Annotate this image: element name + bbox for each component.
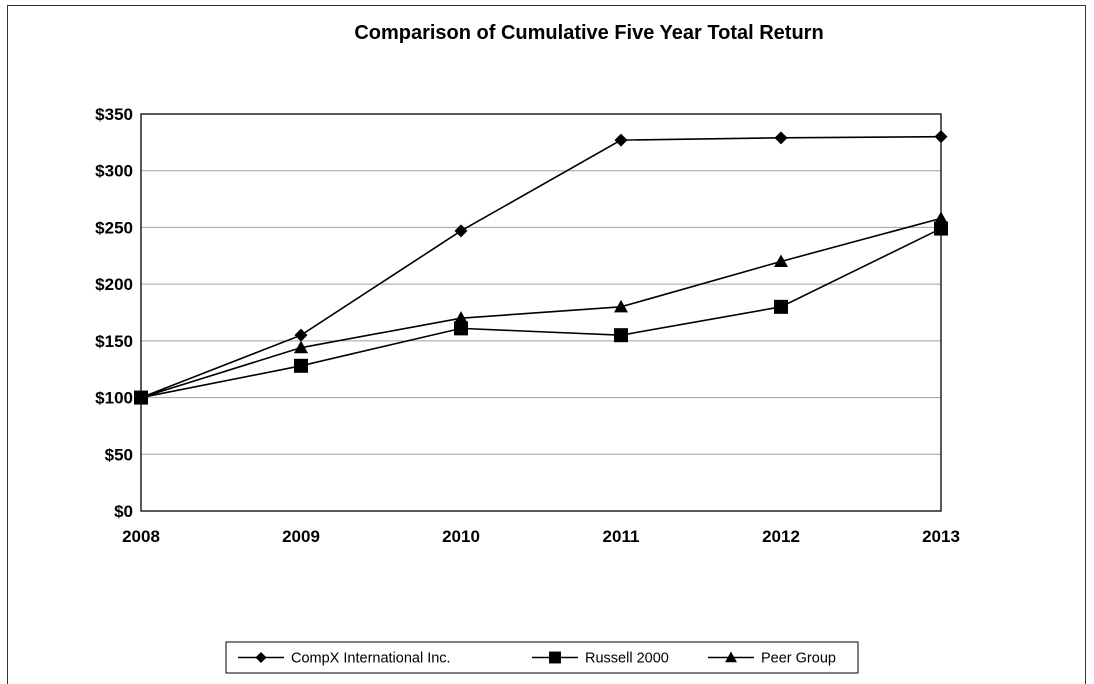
- legend: CompX International Inc. Russell 2000 Peer…: [225, 641, 859, 674]
- y-tick-label: $350: [95, 105, 133, 124]
- series-line: [140, 217, 942, 399]
- series-group: [134, 130, 948, 405]
- data-point: [294, 328, 308, 342]
- x-tick-label: 2013: [922, 527, 960, 546]
- series-compx-international-inc: [134, 130, 948, 405]
- legend-marker: [725, 651, 737, 663]
- legend-marker: [255, 651, 267, 664]
- legend-marker: [549, 651, 561, 664]
- data-point: [934, 221, 948, 236]
- series-line: [140, 135, 942, 399]
- y-tick-label: $250: [95, 218, 133, 237]
- plot-border: [140, 113, 942, 512]
- chart-frame: [7, 5, 1086, 684]
- x-axis-ticks: 2008 2009 2010 2011 2012 2013: [122, 527, 960, 546]
- series-line: [140, 227, 942, 399]
- data-point: [614, 133, 628, 147]
- gridlines: [141, 170, 941, 455]
- data-point: [934, 130, 948, 144]
- y-tick-label: $300: [95, 162, 133, 181]
- y-tick-label: $100: [95, 389, 133, 408]
- y-tick-label: $150: [95, 332, 133, 351]
- data-point: [454, 311, 468, 324]
- x-tick-label: 2011: [603, 527, 640, 546]
- data-point: [774, 299, 788, 314]
- y-tick-label: $0: [114, 502, 133, 521]
- series-russell-2000: [134, 221, 948, 405]
- data-point: [294, 340, 308, 354]
- legend-label: CompX International Inc.: [291, 651, 451, 667]
- data-point: [774, 131, 788, 145]
- y-tick-label: $50: [105, 445, 133, 464]
- data-point: [934, 211, 948, 224]
- data-point: [454, 224, 468, 238]
- legend-item: Russell 2000: [532, 651, 669, 667]
- plot-area: [140, 113, 942, 512]
- x-tick-label: 2009: [282, 527, 320, 546]
- legend-label: Peer Group: [761, 651, 836, 667]
- data-point: [614, 299, 628, 313]
- data-point: [774, 254, 788, 268]
- series-peer-group: [134, 211, 948, 404]
- x-tick-label: 2008: [122, 527, 160, 546]
- legend-item: CompX International Inc.: [238, 651, 451, 667]
- chart-title: Comparison of Cumulative Five Year Total…: [354, 22, 823, 44]
- data-point: [134, 390, 148, 404]
- x-tick-label: 2010: [442, 527, 480, 546]
- legend-label: Russell 2000: [585, 651, 669, 667]
- y-tick-label: $200: [95, 275, 133, 294]
- y-axis-ticks: $0 $50 $100 $150 $200 $250 $300 $350: [95, 105, 133, 521]
- legend-item: Peer Group: [708, 651, 836, 667]
- data-point: [454, 321, 468, 336]
- x-tick-label: 2012: [762, 527, 800, 546]
- data-point: [294, 358, 308, 373]
- data-point: [614, 328, 628, 343]
